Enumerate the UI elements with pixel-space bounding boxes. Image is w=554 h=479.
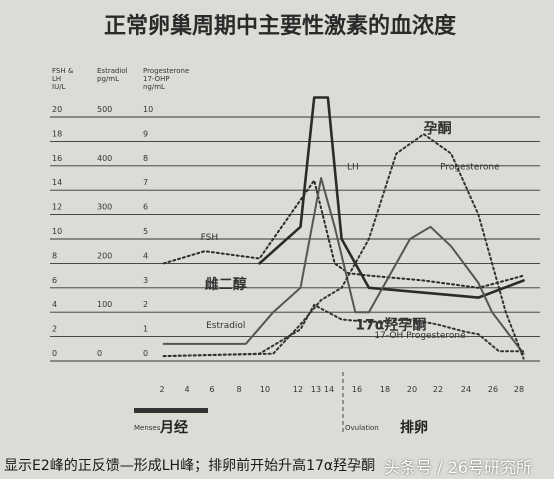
y-tick-fsh: 10 bbox=[52, 227, 62, 236]
y-tick-fsh: 20 bbox=[52, 105, 62, 114]
y-tick-fsh: 8 bbox=[52, 251, 57, 260]
y-tick-progesterone: 10 bbox=[143, 105, 153, 114]
x-tick: 16 bbox=[352, 385, 362, 394]
y-tick-progesterone: 9 bbox=[143, 129, 148, 138]
y-tick-fsh: 2 bbox=[52, 325, 57, 334]
x-tick: 12 bbox=[293, 385, 303, 394]
axis-header-fsh: LH bbox=[52, 75, 61, 83]
y-tick-estradiol: 0 bbox=[97, 349, 102, 358]
x-tick: 24 bbox=[461, 385, 471, 394]
y-tick-progesterone: 7 bbox=[143, 178, 148, 187]
y-tick-estradiol: 500 bbox=[97, 105, 112, 114]
menses-bar bbox=[134, 408, 208, 413]
x-tick: 10 bbox=[260, 385, 270, 394]
x-tick: 6 bbox=[209, 385, 214, 394]
y-tick-progesterone: 3 bbox=[143, 276, 148, 285]
y-tick-estradiol: 100 bbox=[97, 300, 112, 309]
ohp-label: 17-OH Progesterone bbox=[374, 331, 466, 341]
axis-header-fsh: IU/L bbox=[52, 83, 66, 91]
y-tick-estradiol: 400 bbox=[97, 154, 112, 163]
series-estradiol bbox=[162, 177, 525, 355]
y-tick-fsh: 0 bbox=[52, 349, 57, 358]
y-tick-fsh: 4 bbox=[52, 300, 57, 309]
y-tick-fsh: 12 bbox=[52, 203, 62, 212]
y-tick-progesterone: 0 bbox=[143, 349, 148, 358]
progesterone-label: Progesterone bbox=[440, 162, 500, 172]
y-tick-progesterone: 5 bbox=[143, 227, 148, 236]
series-lh bbox=[258, 96, 525, 299]
x-tick: 13 bbox=[311, 385, 321, 394]
series-fsh bbox=[162, 179, 525, 289]
x-tick: 22 bbox=[433, 385, 443, 394]
lh-label: LH bbox=[347, 162, 359, 172]
progesterone-cn-label: 孕酮 bbox=[424, 121, 452, 137]
y-tick-progesterone: 6 bbox=[143, 203, 148, 212]
estradiol-cn-label: 雌二醇 bbox=[205, 276, 247, 293]
axis-header-fsh: FSH & bbox=[52, 67, 74, 75]
x-tick: 20 bbox=[407, 385, 417, 394]
ovulation-cn-label: 排卵 bbox=[400, 419, 428, 436]
axis-header-estradiol: Estradiol bbox=[97, 67, 128, 75]
series-17-17-ohp bbox=[162, 303, 525, 358]
x-tick: 2 bbox=[159, 385, 164, 394]
axis-header-estradiol: pg/mL bbox=[97, 75, 119, 83]
x-tick: 4 bbox=[184, 385, 189, 394]
y-tick-fsh: 16 bbox=[52, 154, 62, 163]
x-tick: 26 bbox=[488, 385, 498, 394]
ohp-cn-label: 17α羟孕酮 bbox=[355, 316, 426, 333]
axis-header-progesterone: Progesterone bbox=[143, 67, 189, 75]
menses-cn-label: 月经 bbox=[159, 419, 188, 436]
y-tick-progesterone: 8 bbox=[143, 154, 148, 163]
y-tick-progesterone: 4 bbox=[143, 251, 148, 260]
menses-label: Menses bbox=[134, 424, 161, 432]
fsh-label: FSH bbox=[201, 233, 219, 243]
y-tick-fsh: 6 bbox=[52, 276, 57, 285]
y-tick-fsh: 14 bbox=[52, 178, 62, 187]
chart-title: 正常卵巢周期中主要性激素的血浓度 bbox=[104, 13, 457, 39]
x-tick: 14 bbox=[324, 385, 334, 394]
x-tick: 18 bbox=[380, 385, 390, 394]
caption: 显示E2峰的正反馈—形成LH峰；排卵前开始升高17α羟孕酮 bbox=[4, 458, 376, 474]
x-tick: 8 bbox=[236, 385, 241, 394]
axis-header-progesterone: 17-OHP bbox=[143, 75, 170, 83]
y-tick-estradiol: 300 bbox=[97, 203, 112, 212]
y-tick-fsh: 18 bbox=[52, 129, 62, 138]
series-progesterone bbox=[162, 133, 525, 360]
y-tick-estradiol: 200 bbox=[97, 251, 112, 260]
x-tick: 28 bbox=[514, 385, 524, 394]
ovulation-label: Ovulation bbox=[345, 424, 379, 432]
axis-header-progesterone: ng/mL bbox=[143, 83, 165, 91]
watermark: 头条号 / 26号研究所 bbox=[384, 458, 532, 477]
y-tick-progesterone: 2 bbox=[143, 300, 148, 309]
estradiol-label: Estradiol bbox=[206, 321, 245, 331]
y-tick-progesterone: 1 bbox=[143, 325, 148, 334]
